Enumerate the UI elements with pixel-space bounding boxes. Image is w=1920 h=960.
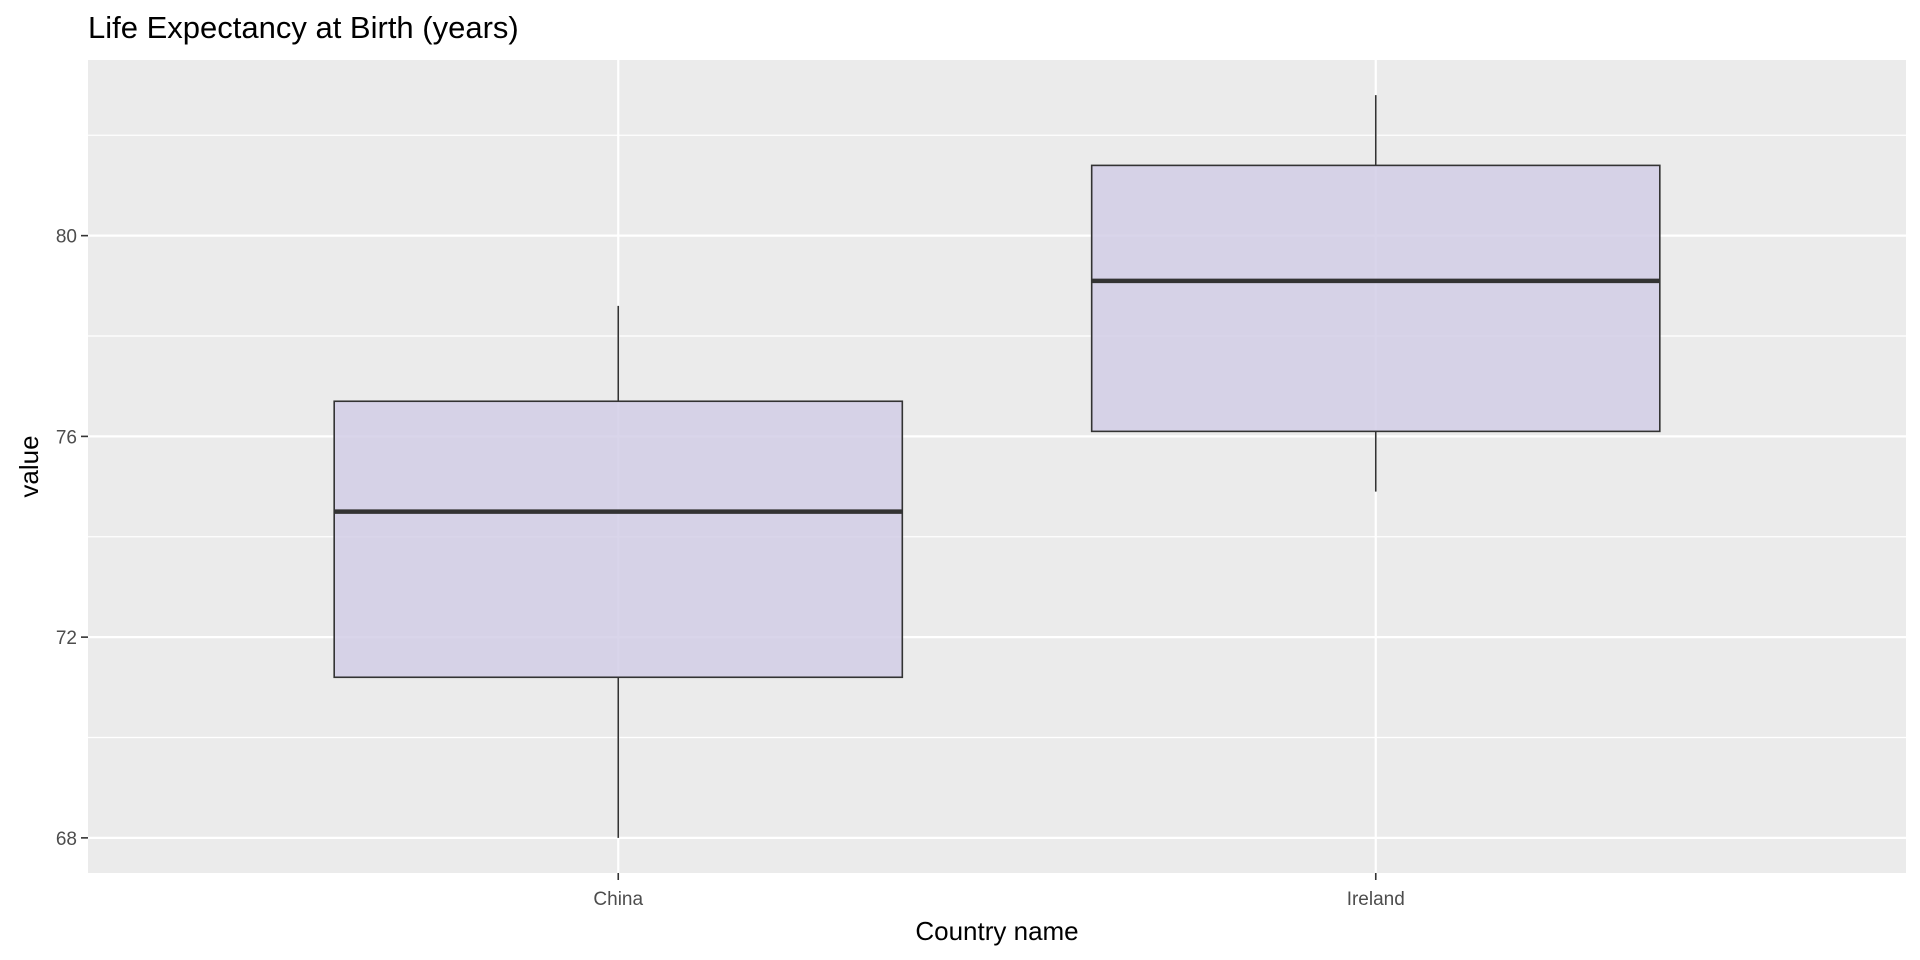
box-iqr [333, 400, 904, 679]
y-tick-label: 80 [56, 227, 77, 248]
chart-title: Life Expectancy at Birth (years) [88, 10, 519, 45]
y-tick-label: 72 [56, 628, 77, 649]
box-iqr [1090, 164, 1661, 433]
axes: 68 72 76 80 China Ireland [56, 227, 1405, 910]
y-tick-label: 68 [56, 829, 77, 850]
x-tick-label: China [593, 889, 643, 910]
boxes [333, 95, 1661, 838]
x-tick-label: Ireland [1347, 889, 1405, 910]
box-ireland [1090, 95, 1661, 492]
y-tick-label: 76 [56, 427, 77, 448]
box-china [333, 305, 904, 838]
y-axis-title: value [14, 435, 44, 497]
x-axis-title: Country name [915, 916, 1078, 946]
